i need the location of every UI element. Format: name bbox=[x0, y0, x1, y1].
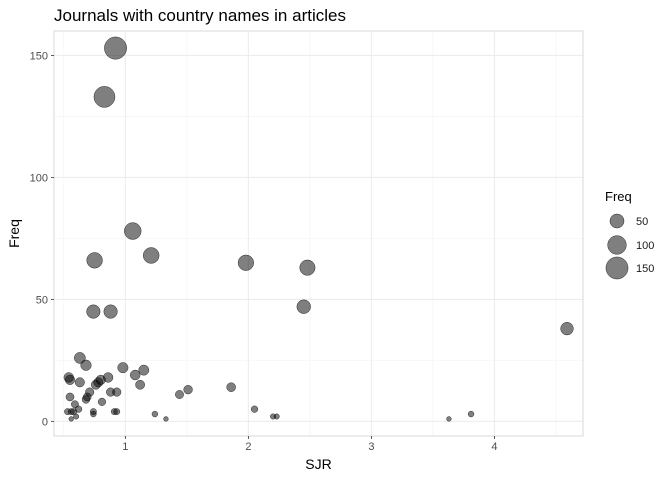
data-point bbox=[90, 410, 97, 418]
y-axis-title: Freq bbox=[6, 219, 22, 248]
x-tick-label: 3 bbox=[368, 441, 374, 453]
data-point bbox=[226, 382, 236, 392]
data-point bbox=[74, 352, 86, 364]
legend-key-circle bbox=[607, 235, 627, 255]
plot-border bbox=[53, 30, 584, 437]
data-point bbox=[70, 408, 78, 415]
data-point bbox=[93, 86, 116, 108]
data-points bbox=[63, 36, 574, 422]
x-axis-ticks: 1 2 3 4 bbox=[122, 436, 497, 453]
y-tick-label: 150 bbox=[30, 50, 48, 62]
x-tick-label: 2 bbox=[245, 441, 251, 453]
major-grid bbox=[54, 31, 583, 436]
data-point bbox=[103, 304, 118, 319]
y-tick-label: 0 bbox=[42, 416, 48, 428]
data-point bbox=[142, 247, 160, 264]
size-legend: Freq 50 100 150 bbox=[605, 189, 654, 280]
data-point bbox=[86, 304, 101, 319]
legend-key-circle bbox=[605, 256, 629, 280]
data-point bbox=[250, 405, 259, 413]
data-point bbox=[81, 395, 91, 404]
x-tick-label: 1 bbox=[122, 441, 128, 453]
data-point bbox=[117, 362, 129, 374]
y-tick-label: 50 bbox=[36, 294, 48, 306]
data-point bbox=[183, 385, 193, 395]
data-point bbox=[467, 410, 475, 418]
data-point bbox=[129, 369, 141, 381]
data-point bbox=[296, 299, 311, 314]
legend-key-label: 100 bbox=[636, 240, 654, 252]
legend-title: Freq bbox=[605, 189, 632, 204]
x-axis-title: SJR bbox=[305, 456, 331, 472]
y-tick-label: 100 bbox=[30, 172, 48, 184]
data-point bbox=[113, 408, 121, 415]
data-point bbox=[74, 377, 85, 388]
data-point bbox=[64, 374, 76, 385]
data-point bbox=[163, 416, 169, 422]
data-point bbox=[71, 400, 79, 409]
y-axis-ticks: 0 50 100 150 bbox=[30, 50, 54, 428]
data-point bbox=[65, 392, 75, 402]
legend-key-circle bbox=[609, 213, 625, 229]
data-point bbox=[138, 364, 150, 376]
data-point bbox=[68, 416, 74, 422]
data-point bbox=[86, 252, 103, 269]
data-point bbox=[237, 254, 254, 271]
data-point bbox=[446, 416, 452, 422]
data-point bbox=[80, 359, 92, 371]
chart-title: Journals with country names in articles bbox=[54, 6, 346, 25]
data-point bbox=[299, 259, 316, 276]
data-point bbox=[124, 222, 142, 240]
data-point bbox=[112, 387, 122, 397]
data-point bbox=[104, 36, 127, 60]
data-point bbox=[175, 390, 184, 399]
data-point bbox=[560, 322, 574, 336]
data-point bbox=[135, 379, 145, 390]
legend-key-label: 150 bbox=[636, 263, 654, 275]
data-point bbox=[151, 410, 159, 418]
legend-key-label: 50 bbox=[636, 216, 648, 228]
x-tick-label: 4 bbox=[491, 441, 497, 453]
data-point bbox=[73, 413, 80, 420]
data-point bbox=[97, 397, 107, 406]
data-point bbox=[90, 379, 101, 390]
data-point bbox=[273, 413, 280, 420]
